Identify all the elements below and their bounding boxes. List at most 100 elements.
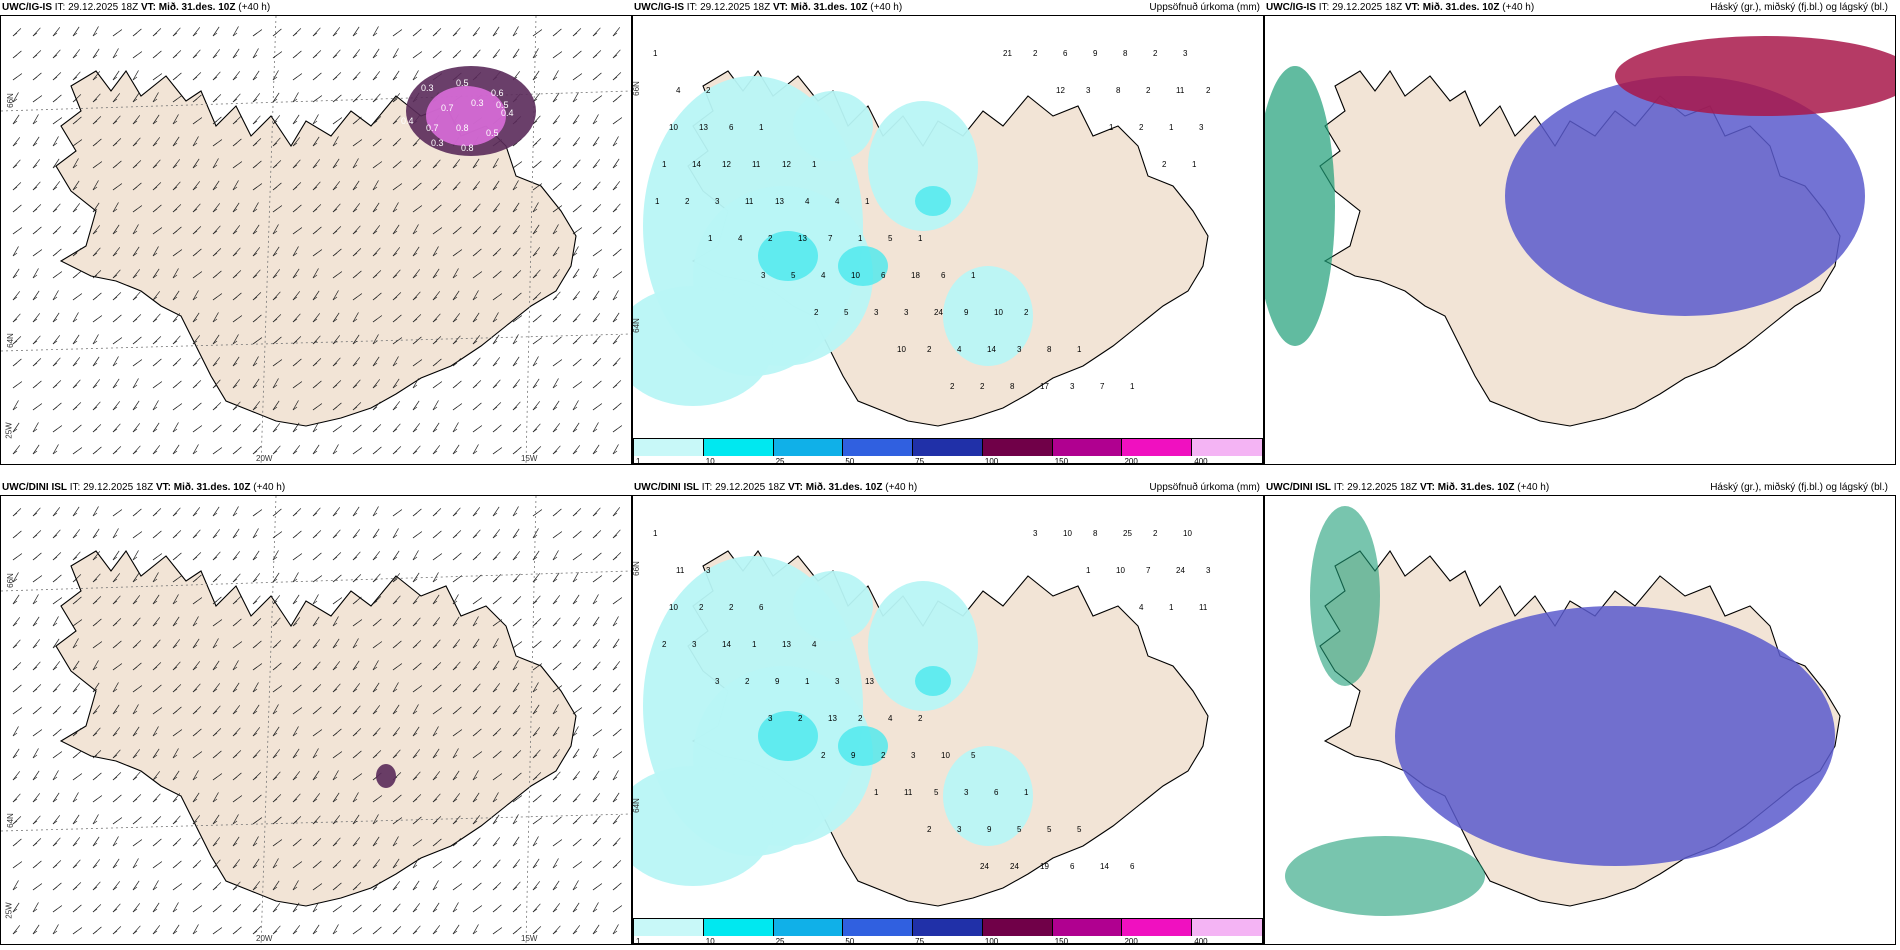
wind-barb-flag [72,600,78,605]
precip-value-label: 11 [752,160,761,169]
wind-barb [292,400,299,411]
wind-barb [592,639,601,649]
wind-barb-flag [572,688,578,693]
wind-barb-flag [532,754,538,759]
wind-barb-flag [532,930,538,935]
wind-barb-flag [612,406,618,411]
wind-barb-flag [552,710,558,715]
wind-barb-flag [32,252,38,257]
wind-barb [32,444,40,455]
wind-barb-flag [512,230,518,235]
precip-value-label: 1 [874,788,879,797]
wind-barb [172,27,181,37]
wind-barb-flag [152,32,158,37]
wind-barb-flag [552,164,558,169]
wind-barb-flag [452,384,458,389]
wind-barb [52,837,61,847]
wind-barb [552,423,561,433]
wind-barb [532,48,539,59]
wind-barb-flag [332,208,338,213]
colorbar-label: 25 [775,937,785,945]
wind-barb-flag [312,930,318,935]
wind-barb-flag [572,820,578,825]
wind-barb [52,181,61,191]
wind-barb [112,401,121,411]
wind-barb-flag [312,252,318,257]
precip-value-label: 11 [1199,603,1208,612]
wind-barb-flag [572,164,578,169]
wind-barb [512,814,519,825]
wind-barb-flag [72,142,78,147]
wind-barb-flag [192,556,198,561]
wind-barb-flag [572,274,578,279]
wind-barb [272,445,281,455]
wind-barb-flag [72,340,78,345]
wind-barb [452,639,461,649]
precip-value-label: 5 [971,751,976,760]
wind-barb-flag [532,776,538,781]
precip-area [633,286,773,406]
wind-barb [212,551,221,561]
precip-value-label: 1 [971,271,976,280]
wind-barb-flag [552,318,558,323]
wind-barb-flag [572,908,578,913]
wind-barb [292,445,301,455]
wind-barb-flag [312,512,318,517]
wind-barb-flag [392,600,398,605]
wind-barb-flag [92,798,98,803]
wind-barb-flag [472,164,478,169]
wind-barb-flag [512,578,518,583]
wind-barb-flag [612,578,618,583]
wind-barb-flag [152,120,158,125]
wind-barb-flag [272,142,278,147]
wind-barb [72,837,81,847]
wind-barb-flag [172,534,178,539]
wind-barb-flag [472,776,478,781]
wind-barb-flag [412,54,418,59]
wind-barb [12,771,21,781]
wind-barb [132,726,140,737]
wind-barb-flag [612,54,618,59]
wind-barb-flag [292,450,298,455]
wind-barb-flag [592,688,598,693]
precip-value-label: 3 [911,751,916,760]
wind-barb-flag [332,556,338,561]
wind-barb [392,356,399,367]
wind-barb-flag [552,534,558,539]
wind-barb-flag [332,252,338,257]
wind-barb-flag [352,54,358,59]
wind-barb-flag [172,76,178,81]
wind-barb-flag [592,842,598,847]
wind-barb [412,445,421,455]
wind-barb-flag [212,600,218,605]
wind-barb-flag [532,164,538,169]
wind-barb [512,682,520,693]
wind-barb-flag [452,776,458,781]
wind-barb-flag [52,842,58,847]
wind-barb-flag [232,252,238,257]
wind-barb [32,616,40,627]
wind-barb-flag [412,252,418,257]
wind-barb [352,683,361,693]
wind-barb-flag [472,340,478,345]
wind-barb-flag [132,688,138,693]
wind-barb-flag [452,864,458,869]
colorbar-label: 200 [1124,457,1138,465]
precip-value-label: 5 [1077,825,1082,834]
wind-barb-flag [132,512,138,517]
wind-barb-flag [232,512,238,517]
wind-barb [172,815,181,825]
wind-barb [252,224,260,235]
wind-barb-flag [172,622,178,627]
precip-value-label: 1 [1024,788,1029,797]
ice-value-label: 0.7 [426,123,439,133]
wind-barb-flag [232,186,238,191]
precip-value-label: 9 [987,825,992,834]
wind-barb [452,335,461,345]
wind-barb [12,726,19,737]
wind-barb-flag [492,384,498,389]
wind-barb-flag [532,208,538,213]
wind-barb-flag [52,754,58,759]
wind-barb-flag [552,512,558,517]
wind-barb [252,247,261,257]
